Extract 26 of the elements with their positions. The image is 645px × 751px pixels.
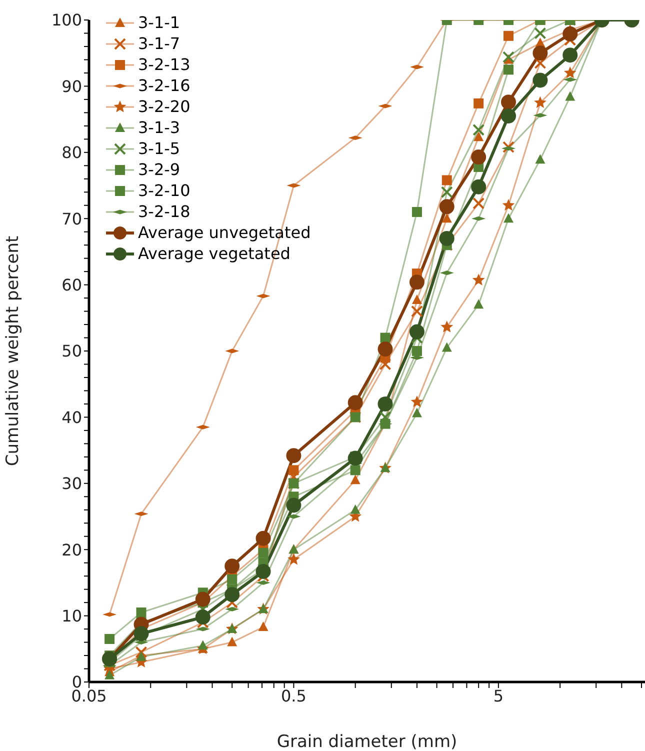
legend-label: 3-2-9	[138, 159, 180, 180]
y-tick-label: 70	[62, 209, 82, 228]
x-axis-title: Grain diameter (mm)	[276, 732, 458, 751]
legend-label: Average vegetated	[138, 243, 290, 264]
legend-label: 3-2-10	[138, 180, 190, 201]
y-axis-title: Cumulative weight percent	[3, 236, 24, 466]
legend-label: 3-2-16	[138, 75, 190, 96]
legend-label: 3-2-13	[138, 54, 190, 75]
y-tick-label: 80	[62, 143, 82, 162]
y-tick-label: 10	[62, 606, 82, 626]
y-tick-label: 30	[62, 474, 82, 494]
legend-label: 3-1-5	[138, 138, 180, 159]
y-tick-label: 90	[62, 76, 82, 96]
x-tick-label: 5	[493, 686, 504, 706]
y-tick-label: 60	[62, 275, 82, 294]
legend-label: 3-1-1	[138, 12, 180, 33]
legend-label: 3-1-3	[138, 117, 180, 138]
x-tick-label: 0.5	[280, 686, 306, 706]
legend-label: 3-2-20	[138, 96, 190, 117]
y-tick-label: 100	[51, 10, 82, 30]
legend-label: 3-2-18	[138, 201, 190, 222]
legend-label: Average unvegetated	[138, 222, 311, 243]
y-tick-label: 50	[62, 342, 82, 361]
legend-label: 3-1-7	[138, 33, 180, 54]
y-tick-label: 20	[62, 540, 82, 560]
y-tick-label: 40	[62, 408, 82, 427]
